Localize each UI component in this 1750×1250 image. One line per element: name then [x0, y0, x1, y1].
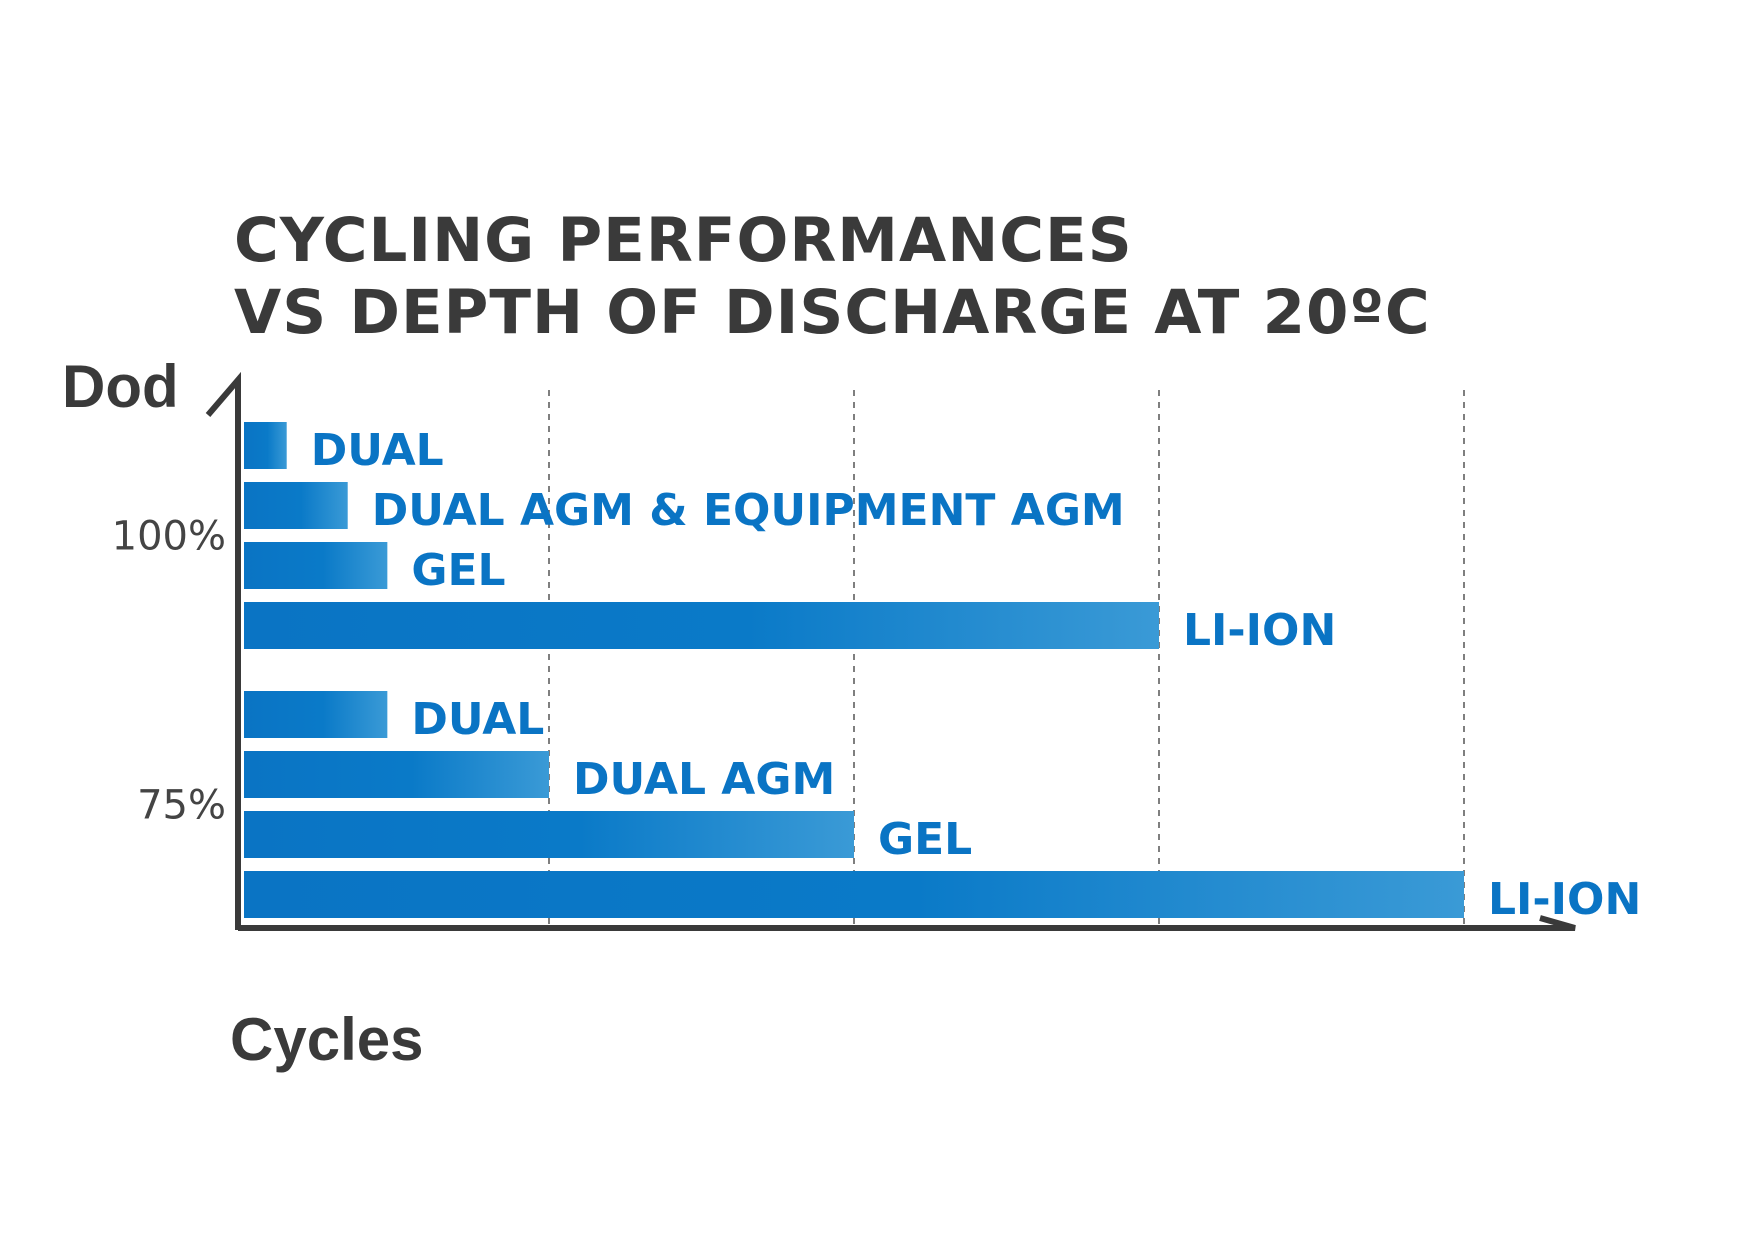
bar-label: DUAL: [411, 694, 544, 745]
x-axis-label: Cycles: [230, 1006, 424, 1073]
y-axis-label: Dod: [62, 353, 179, 420]
dod-level-label: 75%: [137, 783, 226, 829]
dod-level-label: 100%: [112, 514, 226, 560]
bar: [244, 691, 388, 738]
bar: [244, 422, 287, 469]
axes: [205, 371, 1576, 931]
bar-label: LI-ION: [1488, 874, 1641, 925]
bar-label: GEL: [878, 814, 972, 865]
y-axis-line: [205, 371, 241, 930]
bars: [244, 422, 1464, 918]
x-axis-line: [238, 915, 1576, 931]
bar-label: GEL: [411, 545, 505, 596]
chart-title: CYCLING PERFORMANCES VS DEPTH OF DISCHAR…: [234, 205, 1431, 349]
bar-label: DUAL AGM: [573, 754, 835, 805]
bar-label: DUAL: [311, 425, 444, 476]
bar: [244, 602, 1159, 649]
labels: DUAL DUAL AGM & EQUIPMENT AGM GEL LI-ION 100…: [112, 425, 1642, 925]
bar: [244, 811, 854, 858]
bar-label: LI-ION: [1183, 605, 1336, 656]
bar: [244, 871, 1464, 918]
bar: [244, 751, 549, 798]
bar: [244, 542, 388, 589]
chart-title-line-1: CYCLING PERFORMANCES: [234, 205, 1133, 276]
bar-label: DUAL AGM & EQUIPMENT AGM: [372, 485, 1125, 536]
chart-title-line-2: VS DEPTH OF DISCHARGE AT 20ºC: [234, 277, 1431, 348]
bar: [244, 482, 348, 529]
